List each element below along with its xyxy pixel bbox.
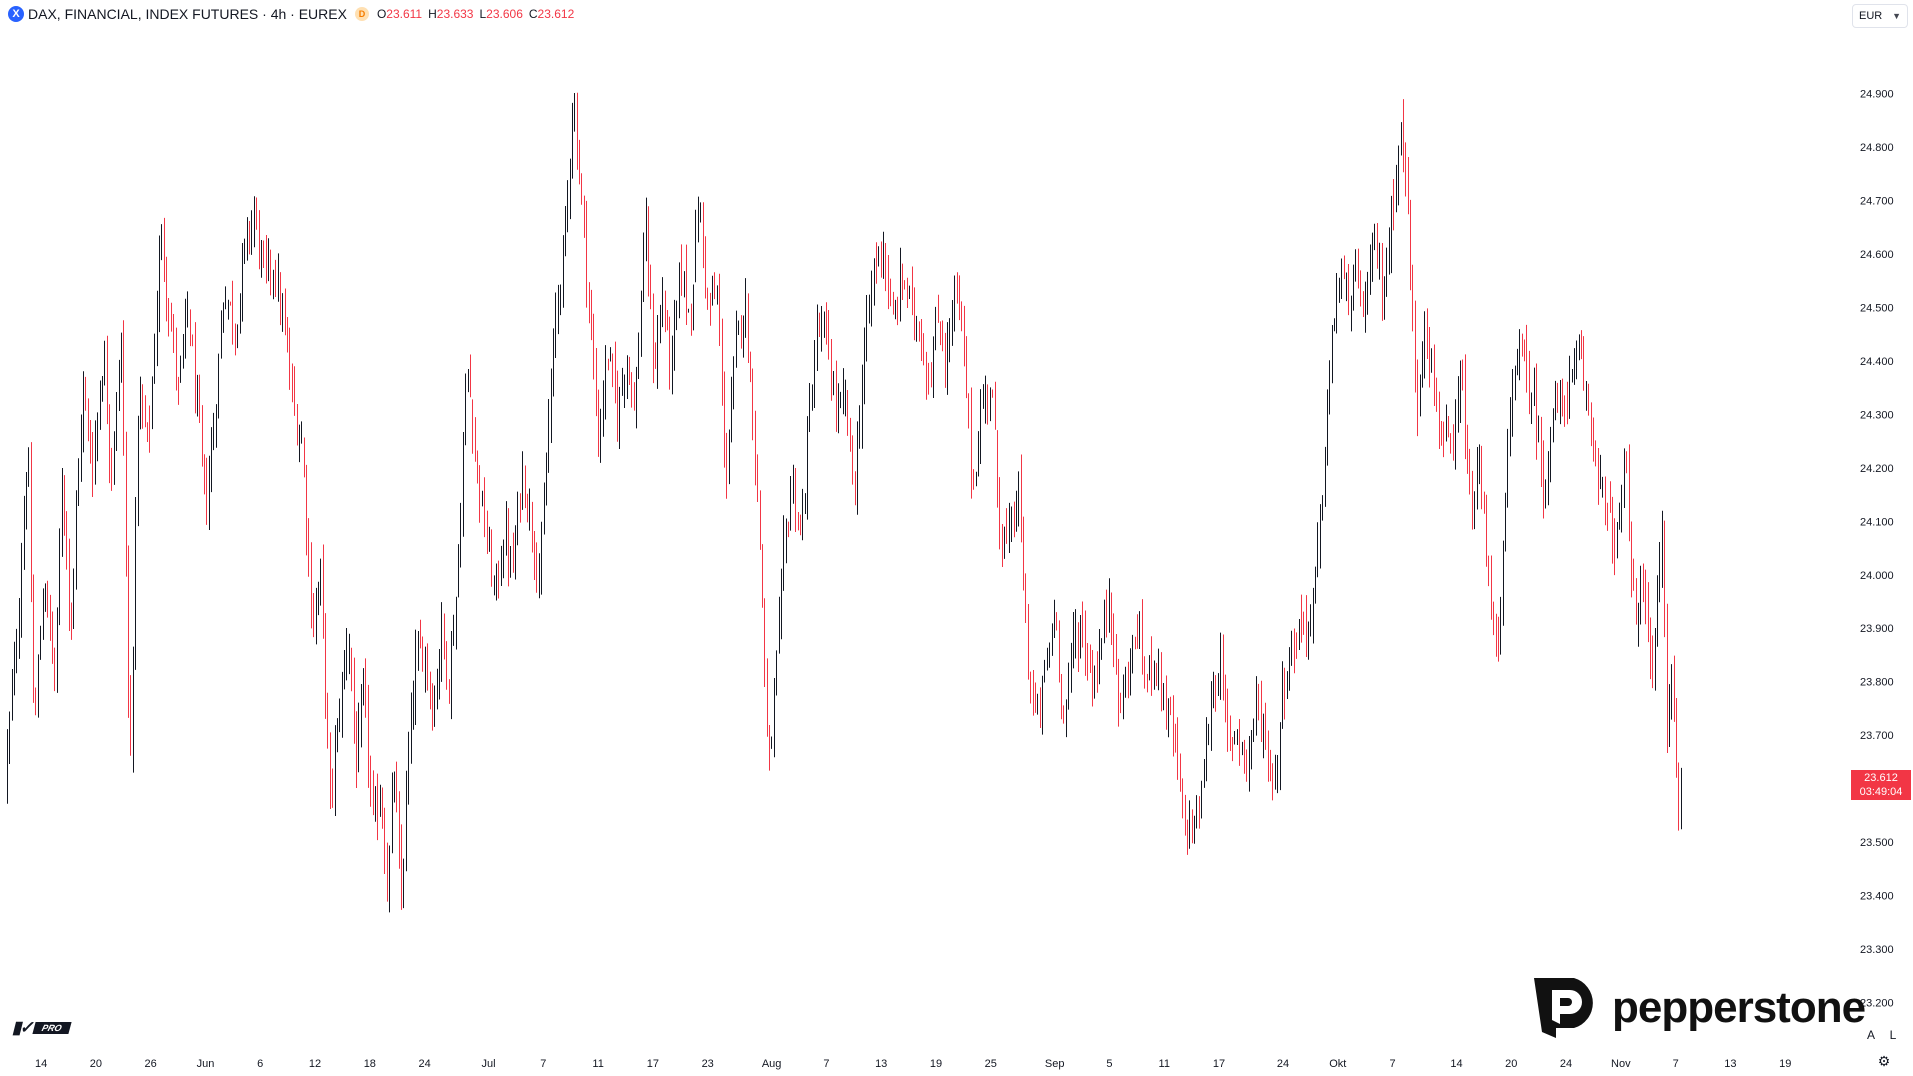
time-tick-label: 14 (35, 1058, 47, 1070)
last-price-value: 23.612 (1864, 772, 1898, 784)
price-tick-label: 24.200 (1860, 463, 1894, 475)
log-scale-button[interactable]: L (1889, 1028, 1897, 1042)
time-tick-label: 19 (1779, 1058, 1791, 1070)
price-tick-label: 23.900 (1860, 623, 1894, 635)
time-tick-label: 17 (647, 1058, 659, 1070)
price-tick-label: 24.000 (1860, 570, 1894, 582)
time-tick-label: Jul (482, 1058, 496, 1070)
time-tick-label: 25 (985, 1058, 997, 1070)
time-tick-label: 6 (257, 1058, 263, 1070)
time-tick-label: Jun (197, 1058, 215, 1070)
time-tick-label: 23 (702, 1058, 714, 1070)
time-tick-label: 12 (309, 1058, 321, 1070)
symbol-logo-icon[interactable]: X (8, 6, 24, 22)
bar-countdown: 03:49:04 (1859, 786, 1903, 798)
price-tick-label: 23.700 (1860, 730, 1894, 742)
pepperstone-wordmark: pepperstone (1612, 983, 1866, 1032)
pepperstone-mark-icon (1534, 978, 1593, 1038)
time-tick-label: 7 (1673, 1058, 1679, 1070)
time-tick-label: Nov (1611, 1058, 1631, 1070)
time-tick-label: Sep (1045, 1058, 1065, 1070)
candles (7, 92, 1682, 913)
price-tick-label: 24.600 (1860, 249, 1894, 261)
time-tick-label: 17 (1213, 1058, 1225, 1070)
time-tick-label: 24 (1560, 1058, 1572, 1070)
time-tick-label: 20 (1505, 1058, 1517, 1070)
time-tick-label: 13 (1724, 1058, 1736, 1070)
time-tick-label: 11 (592, 1058, 603, 1070)
data-source-badge[interactable]: D (354, 7, 369, 21)
price-tick-label: 23.500 (1860, 837, 1894, 849)
time-tick-label: 14 (1450, 1058, 1462, 1070)
time-tick-label: Okt (1329, 1058, 1346, 1070)
ohlc-high: H23.633 (428, 7, 474, 21)
price-tick-label: 23.300 (1860, 944, 1894, 956)
time-tick-label: 24 (1277, 1058, 1289, 1070)
time-tick-label: 24 (418, 1058, 430, 1070)
tradingview-logo[interactable]: ▮✓ PRO (12, 1018, 71, 1037)
time-tick-label: Aug (762, 1058, 782, 1070)
settings-gear-icon[interactable]: ⚙ (1877, 1052, 1891, 1069)
price-tick-label: 24.400 (1860, 356, 1894, 368)
price-tick-label: 24.800 (1860, 142, 1894, 154)
time-tick-label: 5 (1106, 1058, 1112, 1070)
price-tick-label: 24.500 (1860, 302, 1894, 314)
ohlc-close: C23.612 (528, 7, 575, 21)
currency-label: EUR (1859, 10, 1883, 22)
time-tick-label: 7 (1389, 1058, 1395, 1070)
chart-legend: X DAX, FINANCIAL, INDEX FUTURES · 4h · E… (8, 6, 580, 22)
price-tick-label: 24.300 (1860, 409, 1894, 421)
currency-selector[interactable]: EUR ▼ (1852, 4, 1908, 28)
price-tick-label: 23.800 (1860, 677, 1894, 689)
time-axis: 14 20 26 Jun 6 12 18 24 Jul 7 11 17 23 Aug 7 13 19 25 Sep 5… (35, 1058, 1791, 1070)
time-tick-label: 7 (823, 1058, 829, 1070)
tradingview-mark-icon: ▮✓ (12, 1018, 34, 1037)
pepperstone-logo: pepperstone (1530, 976, 1866, 1040)
time-tick-label: 20 (90, 1058, 102, 1070)
ohlc-low: L23.606 (479, 7, 523, 21)
time-tick-label: 13 (875, 1058, 887, 1070)
time-tick-label: 7 (540, 1058, 546, 1070)
time-tick-label: 26 (145, 1058, 157, 1070)
time-tick-label: 19 (930, 1058, 942, 1070)
price-tick-label: 23.400 (1860, 891, 1894, 903)
last-price-label: 23.612 03:49:04 (1851, 770, 1911, 800)
time-tick-label: 11 (1159, 1058, 1170, 1070)
symbol-title[interactable]: DAX, FINANCIAL, INDEX FUTURES · 4h · EUR… (28, 6, 347, 22)
tv-pro-badge: PRO (32, 1022, 71, 1034)
ohlc-open: O23.611 (376, 7, 423, 21)
auto-scale-button[interactable]: A (1866, 1028, 1875, 1042)
price-tick-label: 24.100 (1860, 516, 1894, 528)
price-tick-label: 24.700 (1860, 195, 1894, 207)
price-axis: 24.900 24.800 24.700 24.600 24.500 24.400 24.3… (1860, 88, 1894, 1009)
time-tick-label: 18 (364, 1058, 376, 1070)
price-tick-label: 24.900 (1860, 88, 1894, 100)
price-tick-label: 23.200 (1860, 998, 1894, 1010)
chevron-down-icon: ▼ (1892, 11, 1901, 21)
